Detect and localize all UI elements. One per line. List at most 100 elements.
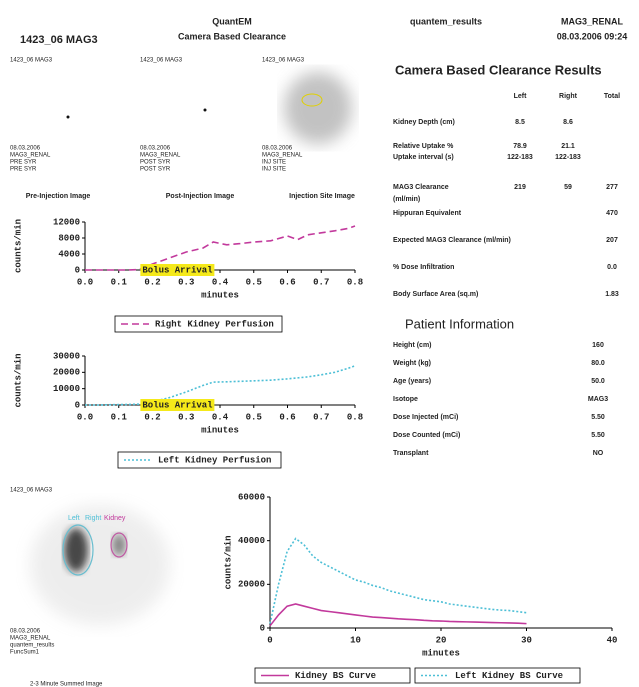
row-label: Weight (kg) [393,360,431,367]
cell: 277 [606,184,618,191]
image-info: MAG3_RENAL [10,636,51,642]
y-tick-label: 60000 [238,492,265,502]
y-tick-label: 8000 [58,233,80,243]
y-axis-label: counts/min [13,219,23,273]
x-tick-label: 0.1 [111,277,128,287]
y-axis-label: counts/min [13,353,23,407]
results-title: Camera Based Clearance Results [395,62,602,77]
x-tick-label: 0.5 [246,277,262,287]
image-info: INJ SITE [262,160,286,166]
image-label: 1423_06 MAG3 [262,58,305,64]
y-tick-label: 20000 [53,368,80,378]
cell: 8.6 [563,119,573,126]
image-info: 08.03.2006 [262,146,293,152]
image-info: FuncSum1 [10,650,40,656]
y-tick-label: 0 [75,400,80,410]
row-label: Expected MAG3 Clearance (ml/min) [393,237,511,244]
y-tick-label: 4000 [58,249,80,259]
cell: 78.9 [513,143,527,150]
y-tick-label: 40000 [238,536,265,546]
image-label: 1423_06 MAG3 [140,58,183,64]
image-info: POST SYR [140,160,171,166]
x-axis-label: minutes [201,425,239,435]
cell: 80.0 [591,360,605,367]
annotation: Bolus Arrival [142,265,213,275]
y-tick-label: 20000 [238,580,265,590]
patient-title: Patient Information [405,316,514,331]
cell: 1.83 [605,291,619,298]
x-tick-label: 0.3 [178,412,194,422]
x-tick-label: 0.0 [77,277,93,287]
image-info: MAG3_RENAL [262,153,303,159]
image-info: PRE SYR [10,167,37,173]
x-tick-label: 0.7 [313,412,329,422]
cell: 5.50 [591,432,605,439]
cell: 207 [606,237,618,244]
row-label: Kidney Depth (cm) [393,119,455,126]
image-dot [67,116,70,119]
row-label: Height (cm) [393,342,432,349]
report-page: 1423_06 MAG3 QuantEM Camera Based Cleara… [0,0,639,687]
legend-label: Right Kidney Perfusion [155,319,274,329]
x-tick-label: 0 [267,635,272,645]
image-info: MAG3_RENAL [140,153,181,159]
cell: 160 [592,342,604,349]
patient-id: 1423_06 MAG3 [20,34,98,46]
row-label: Hippuran Equivalent [393,210,462,217]
x-tick-label: 30 [521,635,532,645]
x-tick-label: 0.3 [178,277,194,287]
x-tick-label: 0.2 [144,412,160,422]
cell: NO [593,450,604,457]
column-header: Total [604,93,620,100]
row-label: Transplant [393,450,429,457]
cell: 0.0 [607,264,617,271]
results-name: quantem_results [410,16,482,26]
cell: 122-183 [507,154,533,161]
x-tick-label: 0.1 [111,412,128,422]
x-tick-label: 10 [350,635,361,645]
row-label: Isotope [393,396,418,403]
row-label: Dose Counted (mCi) [393,432,460,439]
x-tick-label: 20 [436,635,447,645]
y-tick-label: 30000 [53,351,80,361]
row-label: Age (years) [393,378,431,385]
row-label: Uptake interval (s) [393,154,454,161]
x-tick-label: 0.0 [77,412,93,422]
roi-label: Right [85,515,101,522]
x-tick-label: 40 [607,635,618,645]
image-info: INJ SITE [262,167,286,173]
cell: 50.0 [591,378,605,385]
y-tick-label: 12000 [53,217,80,227]
image-info: 08.03.2006 [140,146,171,152]
annotation: Bolus Arrival [142,400,213,410]
legend-label: Left Kidney BS Curve [455,671,563,681]
roi-label: Left [68,515,80,522]
row-label: % Dose Infiltration [393,264,454,271]
cell: 219 [514,184,526,191]
image-caption: Pre-Injection Image [26,193,91,200]
report-date: 08.03.2006 09:24 [557,31,628,41]
image-info: POST SYR [140,167,171,173]
cell: 8.5 [515,119,525,126]
x-tick-label: 0.8 [347,277,363,287]
inj-blob [284,72,352,144]
roi-label: Kidney [104,515,126,522]
app-name: QuantEM [212,16,252,26]
row-label: Body Surface Area (sq.m) [393,291,478,298]
image-caption: 2-3 Minute Summed Image [30,682,103,687]
image-info: 08.03.2006 [10,146,41,152]
y-tick-label: 10000 [53,384,80,394]
cell: 59 [564,184,572,191]
image-caption: Injection Site Image [289,193,355,200]
column-header: Right [559,93,578,100]
x-tick-label: 0.4 [212,277,229,287]
y-tick-label: 0 [260,623,265,633]
cell: 5.50 [591,414,605,421]
legend-label: Kidney BS Curve [295,671,376,681]
column-header: Left [514,93,528,100]
image-info: MAG3_RENAL [10,153,51,159]
row-label: Dose Injected (mCi) [393,414,458,421]
x-tick-label: 0.7 [313,277,329,287]
x-tick-label: 0.4 [212,412,229,422]
cell: 470 [606,210,618,217]
